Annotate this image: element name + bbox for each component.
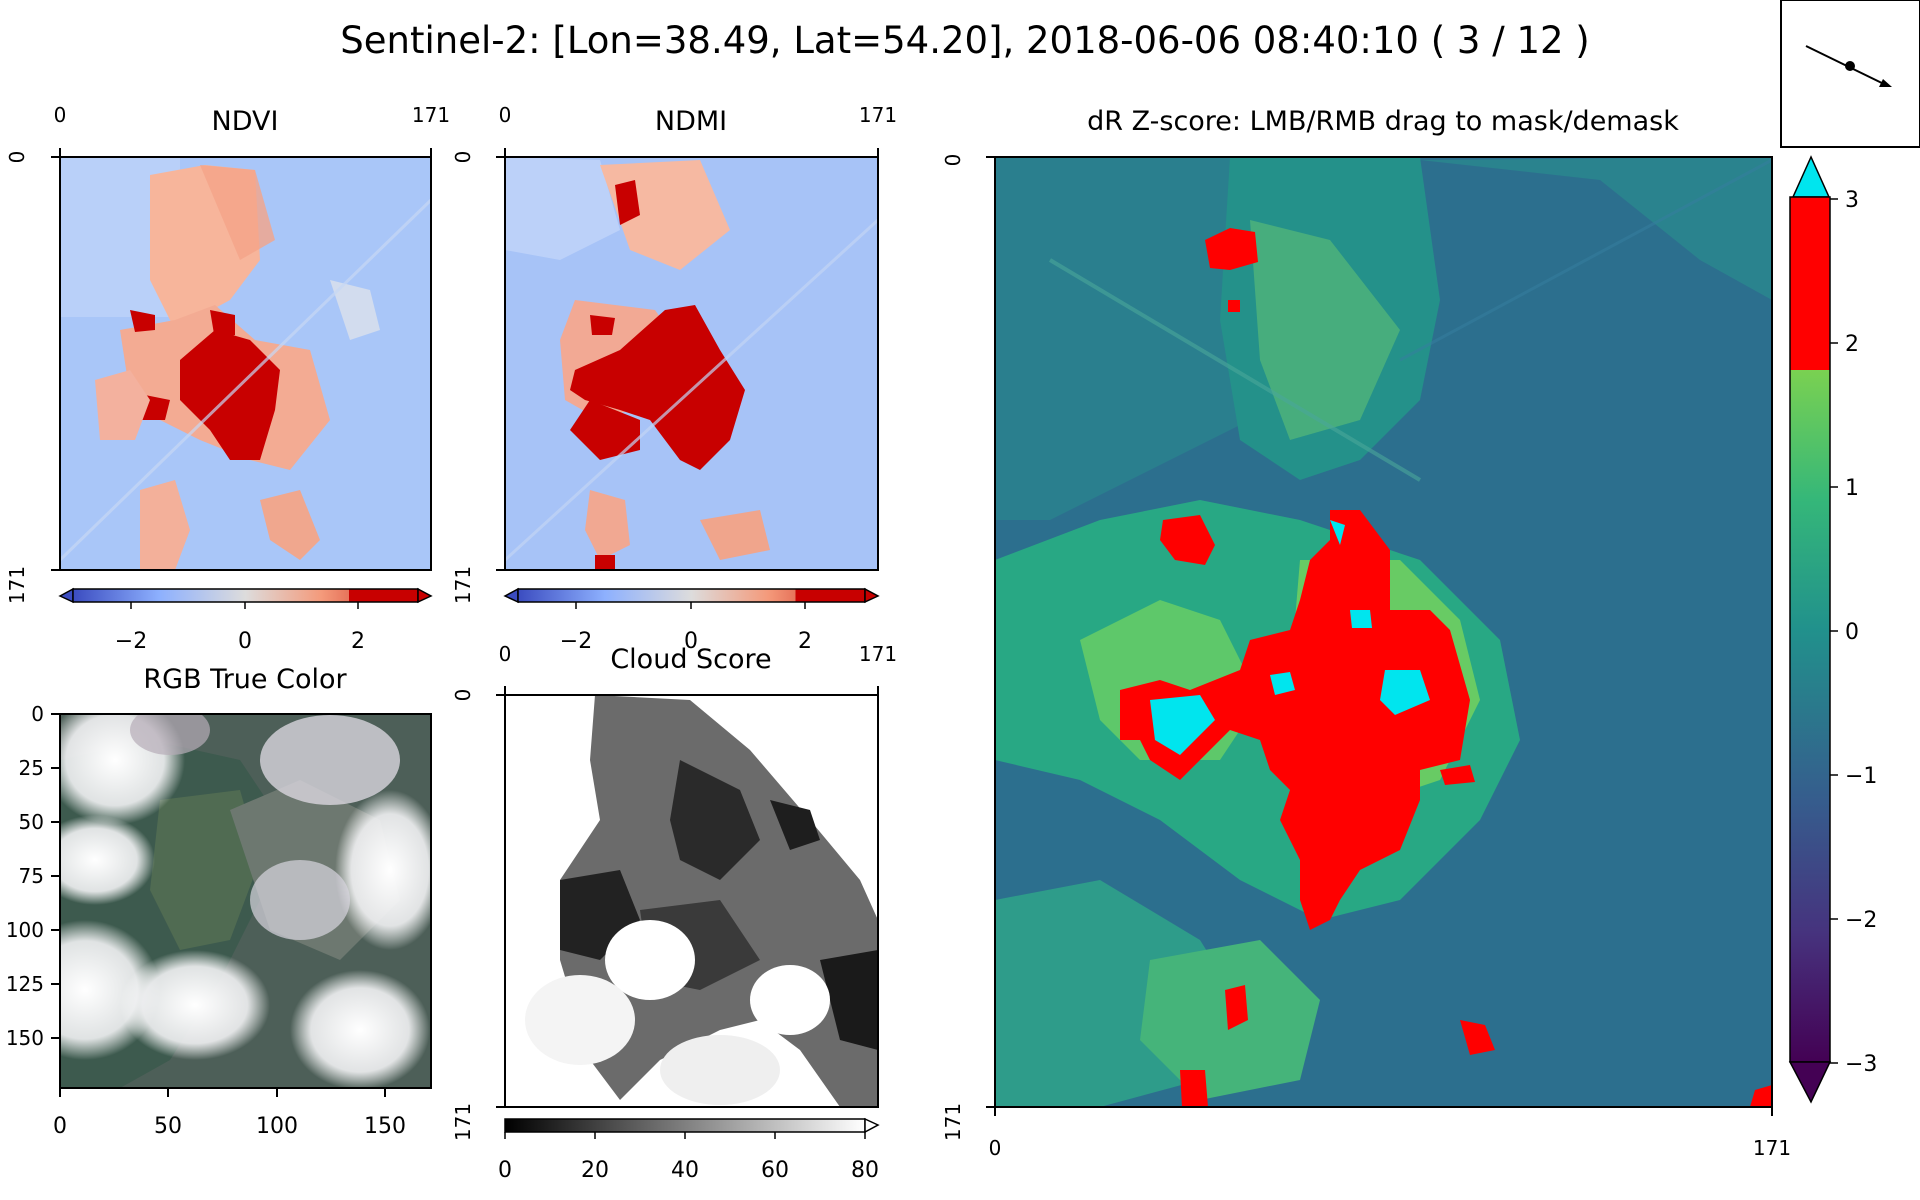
zscore-cbar-tick-neg2: −2: [1845, 908, 1877, 933]
cloud-cbar-tick-80: 80: [851, 1158, 879, 1183]
ndmi-image[interactable]: [505, 157, 878, 570]
zscore-colorbar: 3 2 1 0 −1 −2 −3: [1790, 157, 1877, 1102]
ndmi-left-tick-171: 171: [451, 566, 475, 604]
rgb-title: RGB True Color: [143, 664, 347, 695]
ndmi-cbar-tick-neg2: −2: [560, 629, 592, 654]
cloud-cbar-tick-0: 0: [498, 1158, 512, 1183]
cloud-image[interactable]: [500, 695, 880, 1107]
ndmi-left-tick-0: 0: [451, 151, 475, 164]
zscore-cbar-tick-neg3: −3: [1845, 1052, 1877, 1077]
rgb-left-tick-0: 0: [31, 702, 44, 726]
cloud-cbar-tick-40: 40: [671, 1158, 699, 1183]
cloud-cbar-tick-20: 20: [581, 1158, 609, 1183]
rgb-image[interactable]: [10, 695, 445, 1090]
zscore-panel: dR Z-score: LMB/RMB drag to mask/demask: [941, 106, 1877, 1160]
ndmi-title: NDMI: [655, 106, 727, 137]
ndvi-image[interactable]: [60, 157, 431, 570]
cloud-left-tick-0: 0: [451, 689, 475, 702]
zscore-cbar-tick-3: 3: [1845, 188, 1859, 213]
figure-title: Sentinel-2: [Lon=38.49, Lat=54.20], 2018…: [340, 19, 1589, 62]
ndmi-panel: NDMI 0 171 0 171: [451, 103, 897, 654]
cloud-cbar-tick-60: 60: [761, 1158, 789, 1183]
zscore-cbar-tick-2: 2: [1845, 332, 1859, 357]
ndvi-title: NDVI: [212, 106, 279, 137]
cloud-panel: Cloud Score 0 171 0 171: [451, 642, 897, 1183]
ndvi-left-tick-171: 171: [5, 566, 29, 604]
cloud-title: Cloud Score: [610, 644, 771, 675]
cloud-top-tick-171: 171: [859, 642, 897, 666]
ndvi-top-tick-0: 0: [54, 103, 67, 127]
rgb-bottom-tick-0: 0: [53, 1114, 67, 1139]
zscore-image[interactable]: [995, 157, 1772, 1107]
zscore-cbar-tick-neg1: −1: [1845, 764, 1877, 789]
cloud-top-tick-0: 0: [499, 642, 512, 666]
zscore-title: dR Z-score: LMB/RMB drag to mask/demask: [1087, 106, 1679, 137]
rgb-bottom-tick-150: 150: [364, 1114, 406, 1139]
ndvi-cbar-tick-2: 2: [351, 629, 365, 654]
ndvi-left-tick-0: 0: [5, 151, 29, 164]
ndmi-top-tick-171: 171: [859, 103, 897, 127]
rgb-bottom-tick-100: 100: [256, 1114, 298, 1139]
zscore-bottom-tick-0: 0: [989, 1136, 1002, 1160]
zscore-cbar-tick-0: 0: [1845, 620, 1859, 645]
ndmi-cbar-tick-2: 2: [798, 629, 812, 654]
ndvi-top-tick-171: 171: [412, 103, 450, 127]
rgb-panel: RGB True Color 0 25 50 75 100: [6, 664, 445, 1139]
ndvi-cbar-tick-0: 0: [238, 629, 252, 654]
cloud-colorbar: 0 20 40 60 80: [498, 1119, 879, 1183]
rgb-left-tick-50: 50: [19, 810, 44, 834]
rgb-left-tick-125: 125: [6, 972, 44, 996]
ndvi-panel: NDVI 0 171 0 171: [5, 103, 450, 654]
zscore-bottom-tick-171: 171: [1753, 1136, 1791, 1160]
ndvi-colorbar: −2 0 2: [60, 589, 431, 654]
zscore-left-tick-171: 171: [941, 1103, 965, 1141]
zscore-cbar-tick-1: 1: [1845, 476, 1859, 501]
cloud-left-tick-171: 171: [451, 1103, 475, 1141]
rgb-left-tick-75: 75: [19, 864, 44, 888]
ndvi-cbar-tick-neg2: −2: [115, 629, 147, 654]
direction-widget[interactable]: [1781, 0, 1920, 147]
rgb-left-tick-25: 25: [19, 756, 44, 780]
rgb-left-tick-100: 100: [6, 918, 44, 942]
zscore-left-tick-0: 0: [941, 154, 965, 167]
ndmi-top-tick-0: 0: [499, 103, 512, 127]
rgb-bottom-tick-50: 50: [154, 1114, 182, 1139]
rgb-left-tick-150: 150: [6, 1026, 44, 1050]
